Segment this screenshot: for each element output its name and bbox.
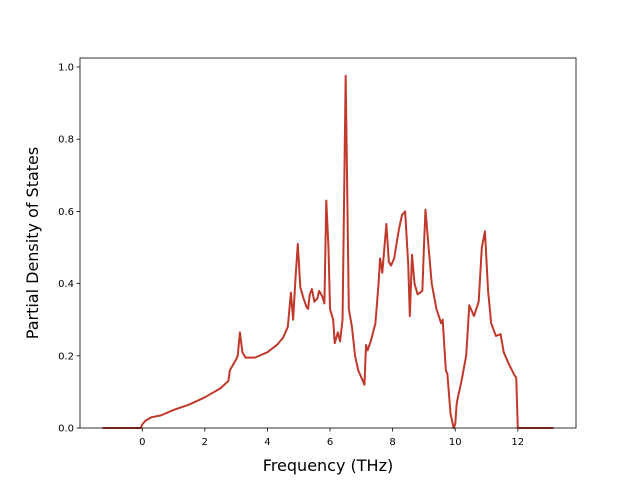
y-tick-label: 0.0 <box>58 424 74 435</box>
x-tick-label: 2 <box>202 437 208 448</box>
y-tick-label: 0.4 <box>58 279 74 290</box>
y-tick-label: 0.6 <box>58 207 74 218</box>
x-axis-label: Frequency (THz) <box>263 456 393 475</box>
x-tick-label: 8 <box>389 437 395 448</box>
y-tick-label: 0.8 <box>58 135 74 146</box>
x-tick-label: 12 <box>511 437 524 448</box>
y-tick-label: 0.2 <box>58 351 74 362</box>
x-tick-label: 4 <box>264 437 270 448</box>
x-tick-label: 10 <box>449 437 462 448</box>
plot-frame <box>79 57 577 429</box>
y-tick-label: 1.0 <box>58 63 74 74</box>
x-tick-label: 6 <box>327 437 333 448</box>
line-series <box>102 74 554 429</box>
x-tick-label: 0 <box>139 437 145 448</box>
y-axis-label: Partial Density of States <box>23 147 42 339</box>
